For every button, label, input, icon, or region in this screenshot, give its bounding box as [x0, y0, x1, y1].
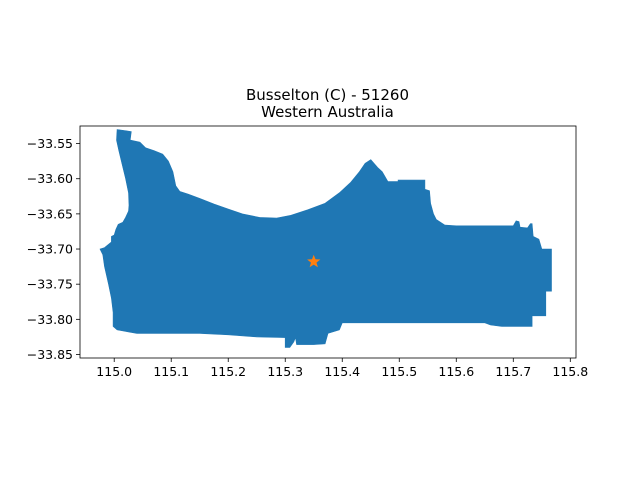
star-icon — [307, 254, 321, 268]
x-tick-label: 115.3 — [267, 364, 303, 379]
x-tick-label: 115.6 — [438, 364, 474, 379]
y-tick-label: −33.85 — [27, 347, 73, 362]
y-tick-label: −33.65 — [27, 206, 73, 221]
x-tick-label: 115.4 — [324, 364, 360, 379]
y-tick-label: −33.75 — [27, 277, 73, 292]
x-tick-label: 115.2 — [210, 364, 246, 379]
x-tick-label: 115.5 — [381, 364, 417, 379]
plot-frame — [79, 125, 577, 359]
y-tick-label: −33.60 — [27, 171, 73, 186]
x-tick-label: 115.1 — [153, 364, 189, 379]
x-tick-label: 115.7 — [495, 364, 531, 379]
x-axis: 115.0 115.1 115.2 115.3 115.4 115.5 115.6 115.7… — [96, 358, 588, 379]
map-title-line2: Western Australia — [261, 103, 394, 121]
region-layer — [99, 129, 552, 348]
y-axis: −33.55 −33.60 −33.65 −33.70 −33.75 −33.80 −33.… — [27, 136, 80, 362]
x-tick-label: 115.0 — [96, 364, 132, 379]
x-tick-label: 115.8 — [552, 364, 588, 379]
region-shape — [99, 129, 552, 348]
y-tick-label: −33.55 — [27, 136, 73, 151]
y-tick-label: −33.80 — [27, 312, 73, 327]
map-title-line1: Busselton (C) - 51260 — [245, 86, 409, 104]
y-tick-label: −33.70 — [27, 242, 73, 257]
marker-layer — [307, 254, 321, 268]
